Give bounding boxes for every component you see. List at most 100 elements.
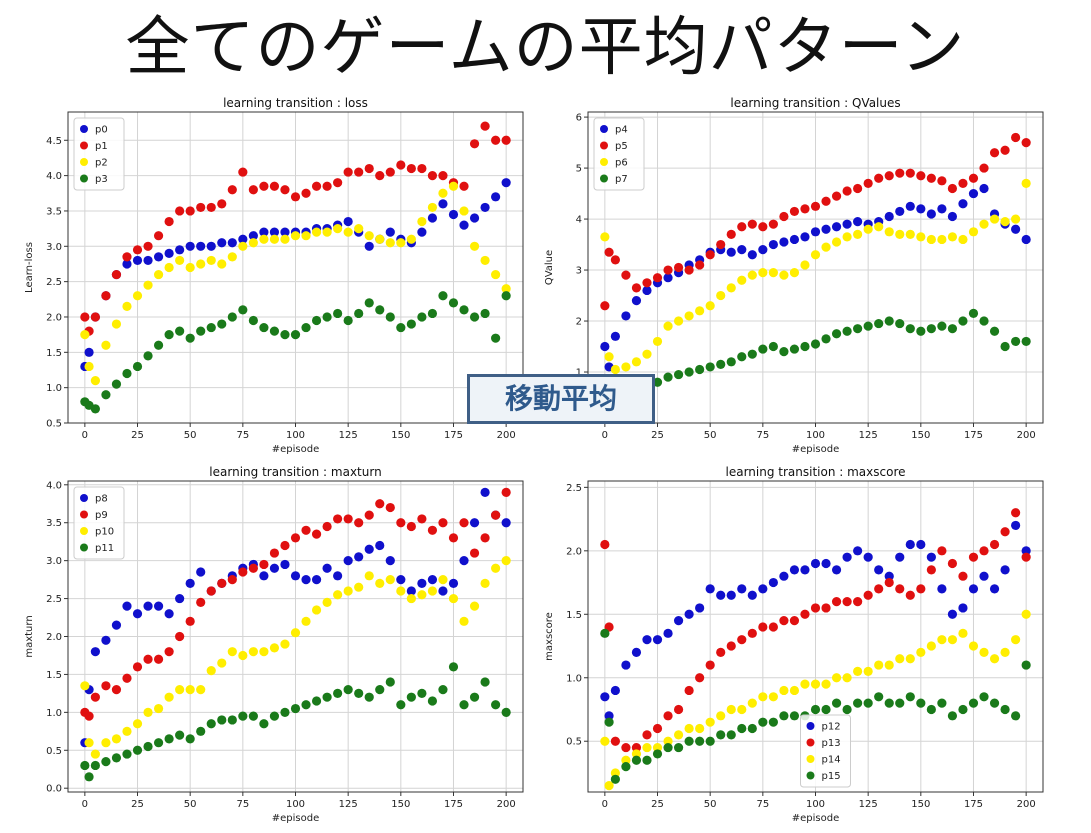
data-point-p8 <box>343 556 353 566</box>
chart-panel-maxscore: 0 25 50 75 100 125 150 175 200 0.5 1.0 1.5 2.0 2.5 lea… <box>538 461 1058 827</box>
data-point-p15 <box>884 698 894 708</box>
data-point-p10 <box>143 707 153 717</box>
data-point-p15 <box>610 774 620 784</box>
data-point-p15 <box>863 698 873 708</box>
data-point-p13 <box>842 596 852 607</box>
data-point-p1 <box>290 192 301 202</box>
data-point-p0 <box>196 241 206 251</box>
data-point-p3 <box>396 322 406 333</box>
data-point-p3 <box>322 312 332 322</box>
data-point-p11 <box>480 677 490 687</box>
x-tick-label: 200 <box>497 799 516 810</box>
data-point-p15 <box>821 704 831 715</box>
data-point-p6 <box>747 270 757 280</box>
data-point-p2 <box>217 259 227 269</box>
data-point-p13 <box>968 552 979 562</box>
data-point-p6 <box>726 283 736 293</box>
y-tick-label: 2.0 <box>46 632 62 643</box>
data-point-p12 <box>610 685 620 696</box>
data-point-p0 <box>364 241 374 251</box>
data-point-p5 <box>831 191 842 201</box>
data-point-p14 <box>884 660 894 670</box>
data-point-p15 <box>947 711 958 721</box>
data-point-p12 <box>779 571 789 581</box>
data-point-p1 <box>90 312 100 322</box>
data-point-p2 <box>491 269 501 280</box>
data-point-p10 <box>448 593 459 604</box>
data-point-p1 <box>132 245 143 255</box>
data-point-p2 <box>227 252 237 262</box>
data-point-p3 <box>427 308 438 319</box>
data-point-p5 <box>947 183 958 194</box>
data-point-p0 <box>84 347 94 357</box>
data-point-p4 <box>937 204 947 214</box>
data-point-p12 <box>621 660 631 670</box>
legend-label: p4 <box>615 125 628 136</box>
data-point-p14 <box>737 704 747 715</box>
data-point-p14 <box>831 673 842 683</box>
data-point-p5 <box>1011 132 1021 143</box>
data-point-p4 <box>926 209 936 219</box>
data-point-p0 <box>248 231 258 241</box>
plot-frame <box>67 111 524 424</box>
legend-label: p1 <box>95 141 108 152</box>
legend-marker <box>80 158 88 166</box>
data-point-p9 <box>122 673 132 683</box>
data-point-p13 <box>642 730 652 740</box>
data-point-p7 <box>831 329 842 339</box>
data-point-p10 <box>259 647 269 657</box>
data-point-p7 <box>779 347 789 357</box>
data-point-p1 <box>396 160 406 170</box>
data-point-p2 <box>143 280 153 290</box>
data-point-p5 <box>810 201 821 211</box>
data-point-p7 <box>768 341 778 352</box>
data-point-p14 <box>768 692 778 702</box>
data-point-p5 <box>684 265 694 275</box>
data-point-p2 <box>322 227 332 237</box>
data-point-p11 <box>185 734 195 744</box>
data-point-p6 <box>905 229 915 239</box>
data-point-p13 <box>926 565 936 575</box>
data-point-p15 <box>604 717 614 727</box>
x-tick-label: 0 <box>602 430 608 441</box>
data-point-p14 <box>652 742 663 753</box>
x-tick-label: 125 <box>339 799 358 810</box>
data-point-p3 <box>501 291 511 301</box>
data-point-p15 <box>726 730 736 740</box>
data-point-p13 <box>610 736 620 746</box>
legend-box <box>800 714 851 788</box>
x-tick-label: 125 <box>859 430 878 441</box>
data-point-p7 <box>726 357 736 367</box>
x-tick-label: 75 <box>236 799 249 810</box>
data-point-p5 <box>916 171 926 181</box>
data-point-p15 <box>663 742 673 753</box>
data-point-p14 <box>673 730 684 740</box>
data-point-p14 <box>842 673 852 683</box>
data-point-p15 <box>842 704 852 715</box>
legend-marker <box>600 141 608 150</box>
data-point-p11 <box>101 757 111 767</box>
data-point-p6 <box>863 224 873 234</box>
data-point-p12 <box>947 609 958 619</box>
data-point-p10 <box>122 726 132 736</box>
legend-marker <box>80 510 88 519</box>
data-point-p6 <box>831 237 842 247</box>
data-point-p6 <box>874 222 884 232</box>
data-point-p6 <box>1011 214 1021 224</box>
data-point-p0 <box>185 241 195 251</box>
data-point-p12 <box>979 571 989 581</box>
x-tick-label: 100 <box>806 799 825 810</box>
data-point-p4 <box>631 296 642 306</box>
x-tick-label: 200 <box>1017 430 1036 441</box>
data-point-p8 <box>185 578 195 589</box>
data-point-p10 <box>80 681 90 691</box>
data-point-p11 <box>406 692 416 702</box>
data-point-p1 <box>438 171 448 181</box>
data-point-p1 <box>354 167 364 177</box>
data-point-p8 <box>164 609 174 619</box>
data-point-p3 <box>491 333 501 343</box>
data-point-p1 <box>143 241 153 251</box>
data-point-p6 <box>916 232 926 242</box>
data-point-p0 <box>269 227 280 237</box>
data-point-p10 <box>238 650 248 661</box>
